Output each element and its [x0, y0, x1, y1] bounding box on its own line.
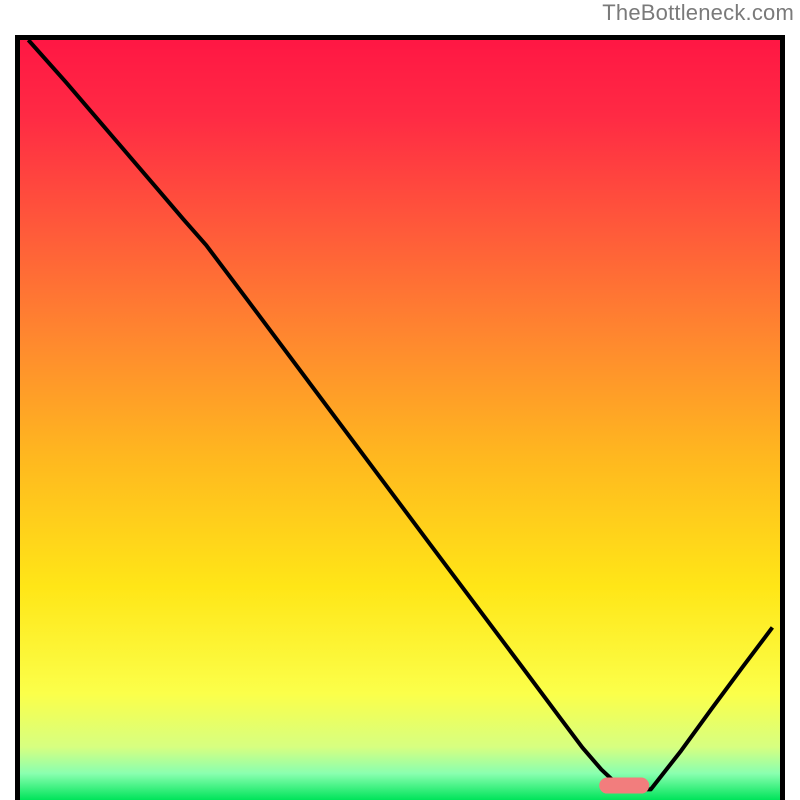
optimal-marker — [599, 778, 649, 794]
bottleneck-chart — [0, 20, 800, 800]
chart-root: TheBottleneck.com — [0, 0, 800, 800]
gradient-background — [20, 40, 780, 800]
